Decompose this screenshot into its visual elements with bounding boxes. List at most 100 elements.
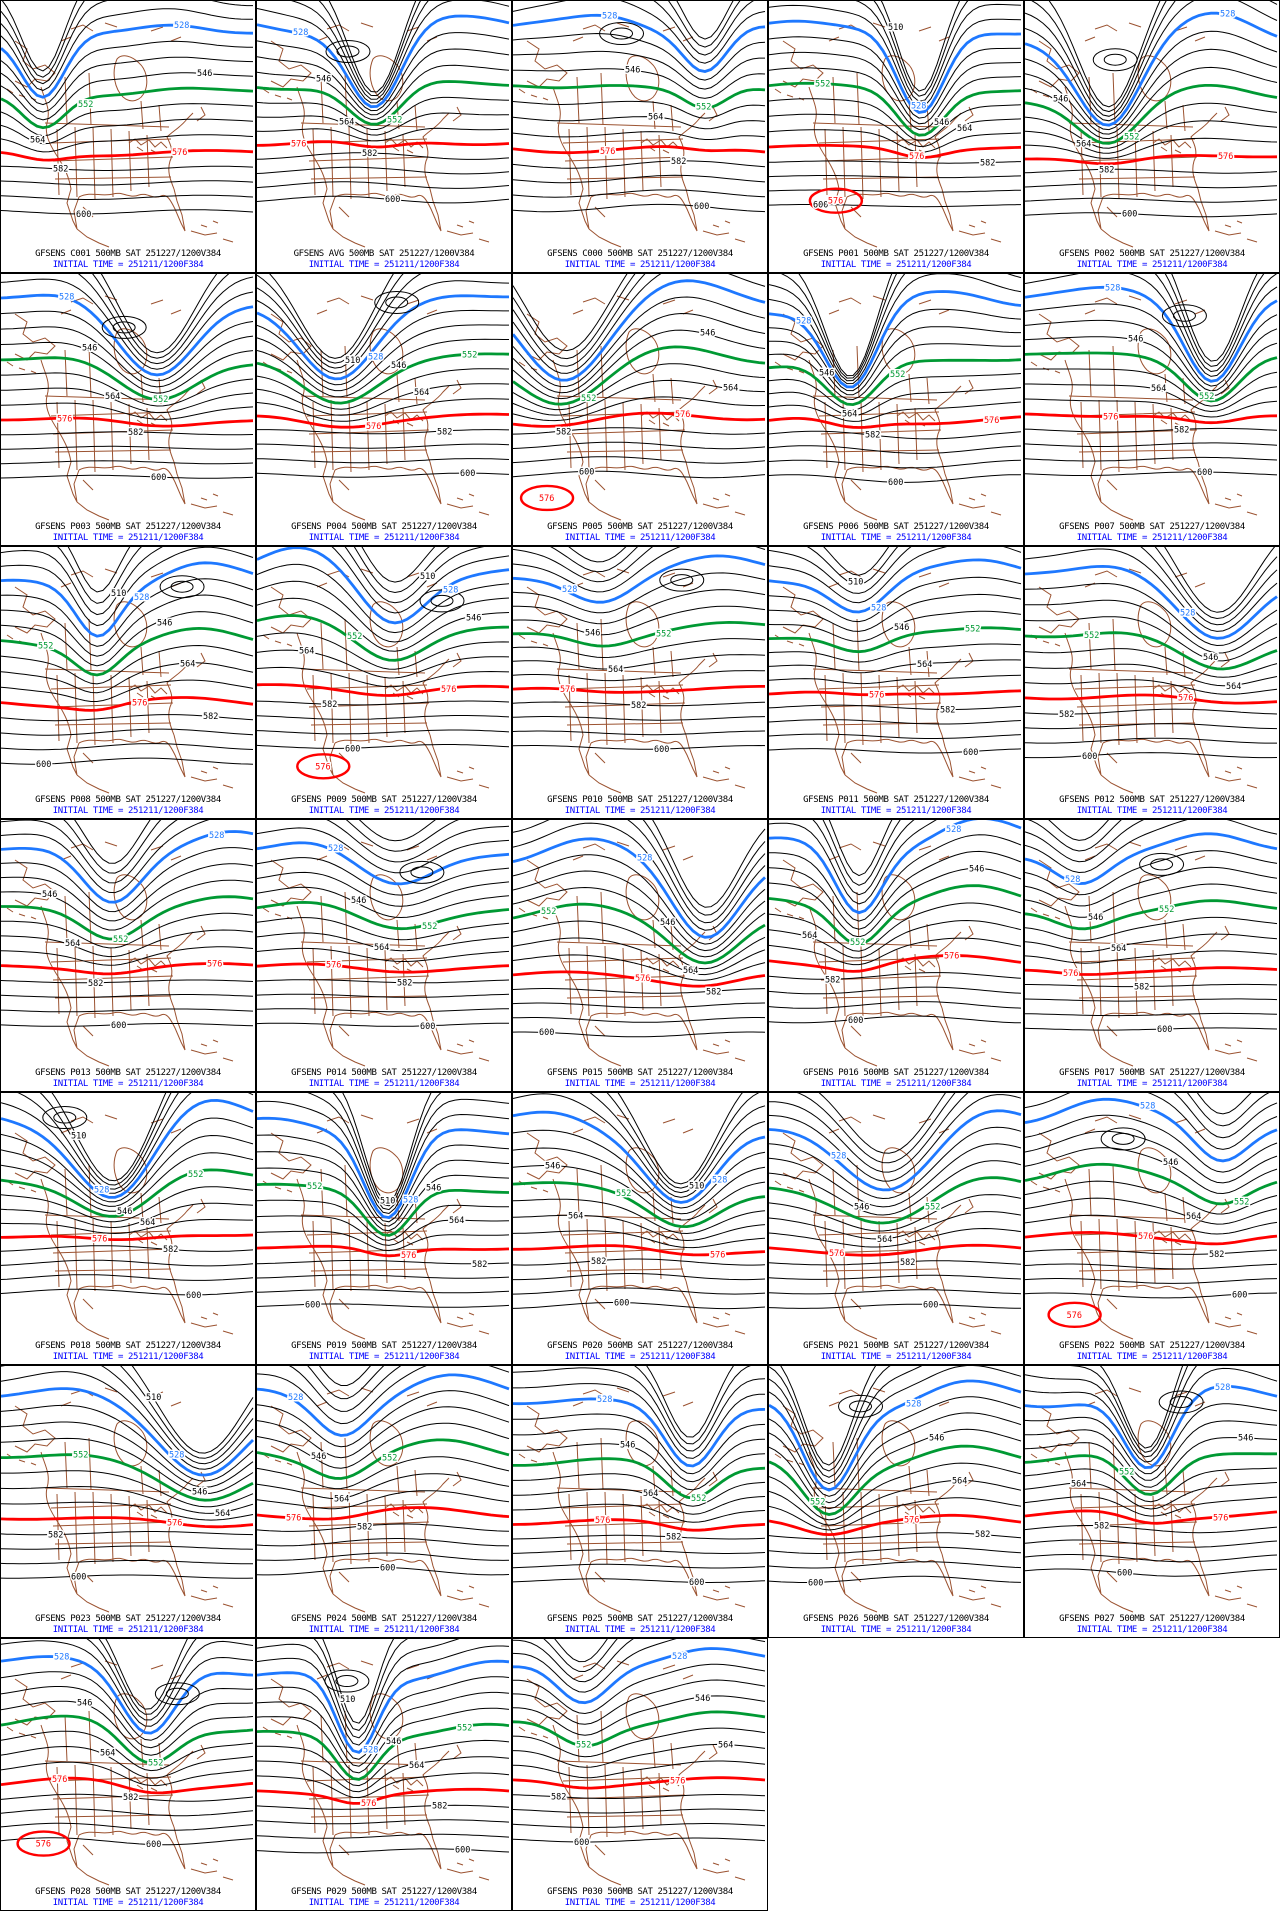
svg-text:582: 582 xyxy=(1134,983,1149,993)
svg-text:576: 576 xyxy=(361,1799,376,1809)
svg-text:600: 600 xyxy=(574,1838,589,1848)
panel-init-time: INITIAL TIME = 251211/1200F384 xyxy=(308,1898,460,1908)
svg-text:552: 552 xyxy=(1199,392,1214,402)
panel-init-time: INITIAL TIME = 251211/1200F384 xyxy=(1076,1079,1228,1089)
svg-text:576: 576 xyxy=(984,416,999,426)
svg-text:600: 600 xyxy=(923,1300,938,1310)
svg-text:582: 582 xyxy=(322,700,337,710)
svg-text:546: 546 xyxy=(894,623,909,633)
svg-text:564: 564 xyxy=(1111,944,1126,954)
svg-text:600: 600 xyxy=(111,1021,126,1031)
svg-text:528: 528 xyxy=(871,604,886,614)
svg-text:510: 510 xyxy=(689,1181,704,1191)
svg-text:528: 528 xyxy=(911,102,926,112)
panel-title: GFSENS P020 500MB SAT 251227/1200V384 xyxy=(547,1341,733,1351)
svg-text:528: 528 xyxy=(562,585,577,595)
panel-title: GFSENS P015 500MB SAT 251227/1200V384 xyxy=(547,1068,733,1078)
svg-text:528: 528 xyxy=(403,1195,418,1205)
svg-text:528: 528 xyxy=(293,28,308,38)
svg-text:564: 564 xyxy=(957,124,972,134)
svg-text:582: 582 xyxy=(706,988,721,998)
svg-text:582: 582 xyxy=(940,705,955,715)
svg-text:600: 600 xyxy=(420,1022,435,1032)
contour-map: 510 528 546 552 564 576 582 600 xyxy=(257,1093,510,1340)
svg-text:600: 600 xyxy=(146,1840,161,1850)
svg-text:546: 546 xyxy=(426,1183,441,1193)
svg-text:582: 582 xyxy=(437,427,452,437)
svg-text:528: 528 xyxy=(1180,608,1195,618)
panel-init-time: INITIAL TIME = 251211/1200F384 xyxy=(820,260,972,270)
svg-text:576: 576 xyxy=(172,148,187,158)
svg-text:546: 546 xyxy=(386,1737,401,1747)
svg-text:600: 600 xyxy=(539,1028,554,1038)
svg-text:582: 582 xyxy=(432,1802,447,1812)
svg-text:528: 528 xyxy=(94,1185,109,1195)
forecast-panel: 510 528 546 552 564 576 582 600 GFSENS P004 500M… xyxy=(256,273,512,546)
svg-text:576: 576 xyxy=(595,1516,610,1526)
svg-text:600: 600 xyxy=(614,1298,629,1308)
contour-map: 528 546 552 564 576 582 600 xyxy=(513,1366,766,1613)
forecast-panel: 528 546 552 564 576 582 600 GFSENS P021 500MB S… xyxy=(768,1092,1024,1365)
svg-text:582: 582 xyxy=(163,1245,178,1255)
svg-text:582: 582 xyxy=(980,159,995,169)
panel-init-time: INITIAL TIME = 251211/1200F384 xyxy=(820,1352,972,1362)
svg-text:552: 552 xyxy=(188,1170,203,1180)
svg-text:582: 582 xyxy=(825,975,840,985)
svg-text:600: 600 xyxy=(36,760,51,770)
svg-text:582: 582 xyxy=(671,157,686,167)
svg-text:552: 552 xyxy=(965,625,980,635)
svg-text:600: 600 xyxy=(694,202,709,212)
svg-text:582: 582 xyxy=(865,430,880,440)
svg-text:552: 552 xyxy=(890,370,905,380)
svg-text:552: 552 xyxy=(462,351,477,361)
svg-text:576: 576 xyxy=(36,1840,51,1850)
svg-text:600: 600 xyxy=(1122,209,1137,219)
forecast-panel: 510 528 546 552 564 576 582 600 576 GFSENS P001 5… xyxy=(768,0,1024,273)
panel-title: GFSENS P009 500MB SAT 251227/1200V384 xyxy=(291,795,477,805)
panel-init-time: INITIAL TIME = 251211/1200F384 xyxy=(52,1898,204,1908)
panel-title: GFSENS P026 500MB SAT 251227/1200V384 xyxy=(803,1614,989,1624)
svg-text:600: 600 xyxy=(345,744,360,754)
svg-text:600: 600 xyxy=(380,1563,395,1573)
contour-map: 528 546 552 564 576 582 600 xyxy=(513,547,766,794)
panel-init-time: INITIAL TIME = 251211/1200F384 xyxy=(308,1352,460,1362)
svg-text:576: 576 xyxy=(1138,1232,1153,1242)
panel-title: GFSENS P001 500MB SAT 251227/1200V384 xyxy=(803,249,989,259)
svg-text:600: 600 xyxy=(1157,1025,1172,1035)
svg-text:600: 600 xyxy=(460,469,475,479)
svg-text:528: 528 xyxy=(1220,10,1235,20)
forecast-panel: 528 546 552 564 576 582 600 GFSENS P013 500MB S… xyxy=(0,819,256,1092)
svg-text:564: 564 xyxy=(140,1218,155,1228)
svg-text:552: 552 xyxy=(656,630,671,640)
svg-text:600: 600 xyxy=(1232,1291,1247,1301)
svg-text:546: 546 xyxy=(1238,1434,1253,1444)
panel-init-time: INITIAL TIME = 251211/1200F384 xyxy=(564,1352,716,1362)
svg-text:552: 552 xyxy=(347,632,362,642)
panel-title: GFSENS P021 500MB SAT 251227/1200V384 xyxy=(803,1341,989,1351)
contour-map: 528 546 552 564 576 582 600 xyxy=(513,1,766,248)
svg-text:582: 582 xyxy=(123,1793,138,1803)
svg-text:582: 582 xyxy=(53,165,68,175)
panel-title: GFSENS P017 500MB SAT 251227/1200V384 xyxy=(1059,1068,1245,1078)
svg-text:552: 552 xyxy=(810,1497,825,1507)
forecast-panel: 528 546 552 564 576 582 600 GFSENS P016 500MB S… xyxy=(768,819,1024,1092)
panel-init-time: INITIAL TIME = 251211/1200F384 xyxy=(564,1079,716,1089)
svg-text:546: 546 xyxy=(660,918,675,928)
svg-text:600: 600 xyxy=(813,200,828,210)
svg-text:552: 552 xyxy=(457,1724,472,1734)
forecast-panel: 528 546 552 564 576 582 600 GFSENS C000 500MB S… xyxy=(512,0,768,273)
svg-text:600: 600 xyxy=(1082,752,1097,762)
svg-text:528: 528 xyxy=(672,1652,687,1662)
forecast-panel: 528 546 552 564 576 582 600 GFSENS P030 500MB S… xyxy=(512,1638,768,1911)
panel-title: GFSENS P022 500MB SAT 251227/1200V384 xyxy=(1059,1341,1245,1351)
panel-title: GFSENS P012 500MB SAT 251227/1200V384 xyxy=(1059,795,1245,805)
svg-text:546: 546 xyxy=(934,118,949,128)
svg-text:576: 576 xyxy=(635,974,650,984)
svg-text:600: 600 xyxy=(1197,468,1212,478)
contour-map: 528 546 552 564 576 582 600 xyxy=(1,1,254,248)
svg-text:576: 576 xyxy=(1067,1311,1082,1321)
panel-title: GFSENS P025 500MB SAT 251227/1200V384 xyxy=(547,1614,733,1624)
svg-text:546: 546 xyxy=(1053,94,1068,104)
svg-text:546: 546 xyxy=(82,344,97,354)
